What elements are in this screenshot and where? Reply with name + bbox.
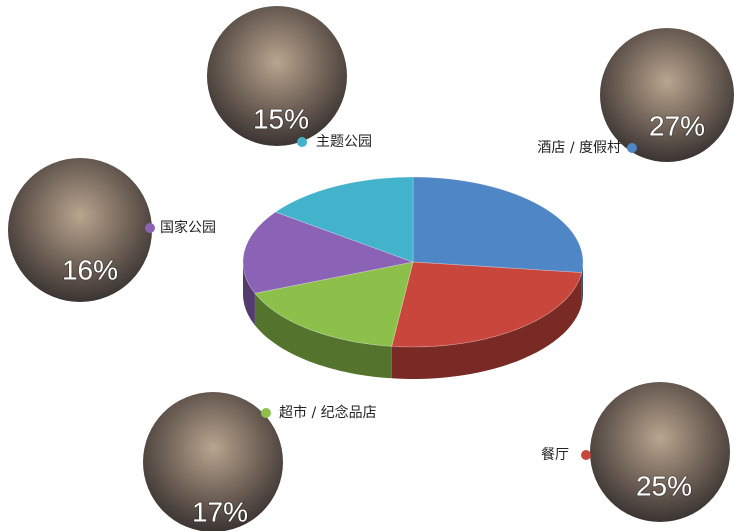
percent-label: 15% <box>253 103 309 134</box>
photo-circle <box>8 158 152 302</box>
photo-circle <box>600 28 734 162</box>
category-label: 餐厅 <box>541 447 569 463</box>
category-label: 酒店 / 度假村 <box>537 140 621 156</box>
percent-label: 27% <box>649 110 705 141</box>
legend-dot <box>145 223 155 233</box>
pie-slice <box>391 261 583 348</box>
photo-circle <box>143 392 283 531</box>
category-label: 国家公园 <box>160 219 216 236</box>
pie-slice <box>242 211 415 294</box>
pie-slice <box>412 176 584 274</box>
percent-label: 25% <box>636 470 692 501</box>
pie-slice <box>274 176 414 263</box>
pie-slice <box>254 261 414 347</box>
legend-dot <box>627 143 637 153</box>
pie-side <box>254 293 392 379</box>
percent-label: 17% <box>192 496 248 527</box>
legend-dot <box>261 408 271 418</box>
pie-side <box>391 272 582 379</box>
legend-dot <box>581 450 591 460</box>
pie-side <box>581 262 583 305</box>
photo-circle <box>590 382 730 522</box>
pie-side <box>243 262 255 326</box>
percent-label: 16% <box>62 254 118 285</box>
legend-dot <box>297 137 307 147</box>
photo-circle <box>207 6 347 146</box>
category-label: 主题公园 <box>316 134 372 150</box>
category-label: 超市 / 纪念品店 <box>279 404 377 421</box>
